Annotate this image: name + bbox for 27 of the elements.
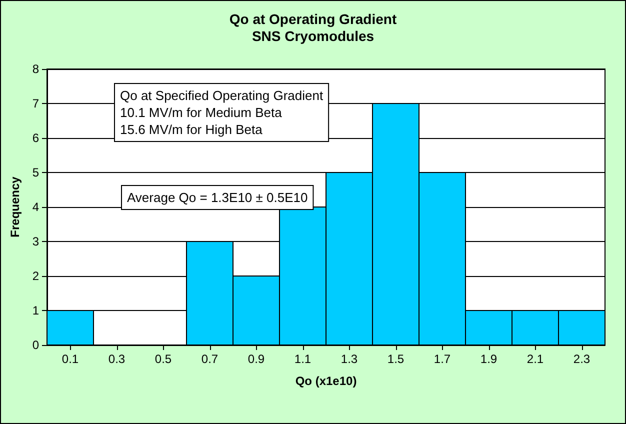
y-axis-title: Frequency (8, 176, 22, 238)
x-tick-label: 0.3 (108, 352, 126, 366)
x-axis-title: Qo (x1e10) (295, 374, 357, 388)
y-tick-label: 8 (32, 62, 40, 76)
y-tick-label: 7 (32, 96, 40, 110)
annotation: Qo at Specified Operating Gradient 10.1 MV/m for Medium Beta 15.6 MV/m for High Beta (120, 88, 324, 137)
x-tick-label: 0.5 (154, 352, 172, 366)
x-tick-label: 0.9 (248, 352, 265, 366)
y-tick-label: 0 (32, 338, 40, 352)
x-tick-label: 0.1 (62, 352, 79, 366)
annotation: Average Qo = 1.3E10 ± 0.5E10 (127, 190, 308, 205)
x-tick-label: 1.7 (434, 352, 451, 366)
x-tick-label: 1.3 (340, 352, 358, 366)
chart-subtitle: SNS Cryomodules (252, 28, 374, 44)
x-tick-label: 0.7 (201, 352, 218, 366)
x-tick-label: 1.9 (480, 352, 498, 366)
x-tick-label: 1.5 (387, 352, 404, 366)
x-tick-label: 1.1 (294, 352, 312, 366)
y-tick-label: 6 (32, 131, 40, 145)
chart-title: Qo at Operating Gradient (229, 11, 397, 27)
y-tick-label: 1 (32, 304, 40, 318)
y-tick-label: 2 (32, 269, 40, 283)
y-tick-label: 3 (32, 234, 40, 248)
x-tick-label: 2.1 (526, 352, 544, 366)
x-tick-label: 2.3 (573, 352, 590, 366)
y-tick-label: 4 (32, 200, 40, 214)
y-tick-label: 5 (32, 166, 40, 180)
